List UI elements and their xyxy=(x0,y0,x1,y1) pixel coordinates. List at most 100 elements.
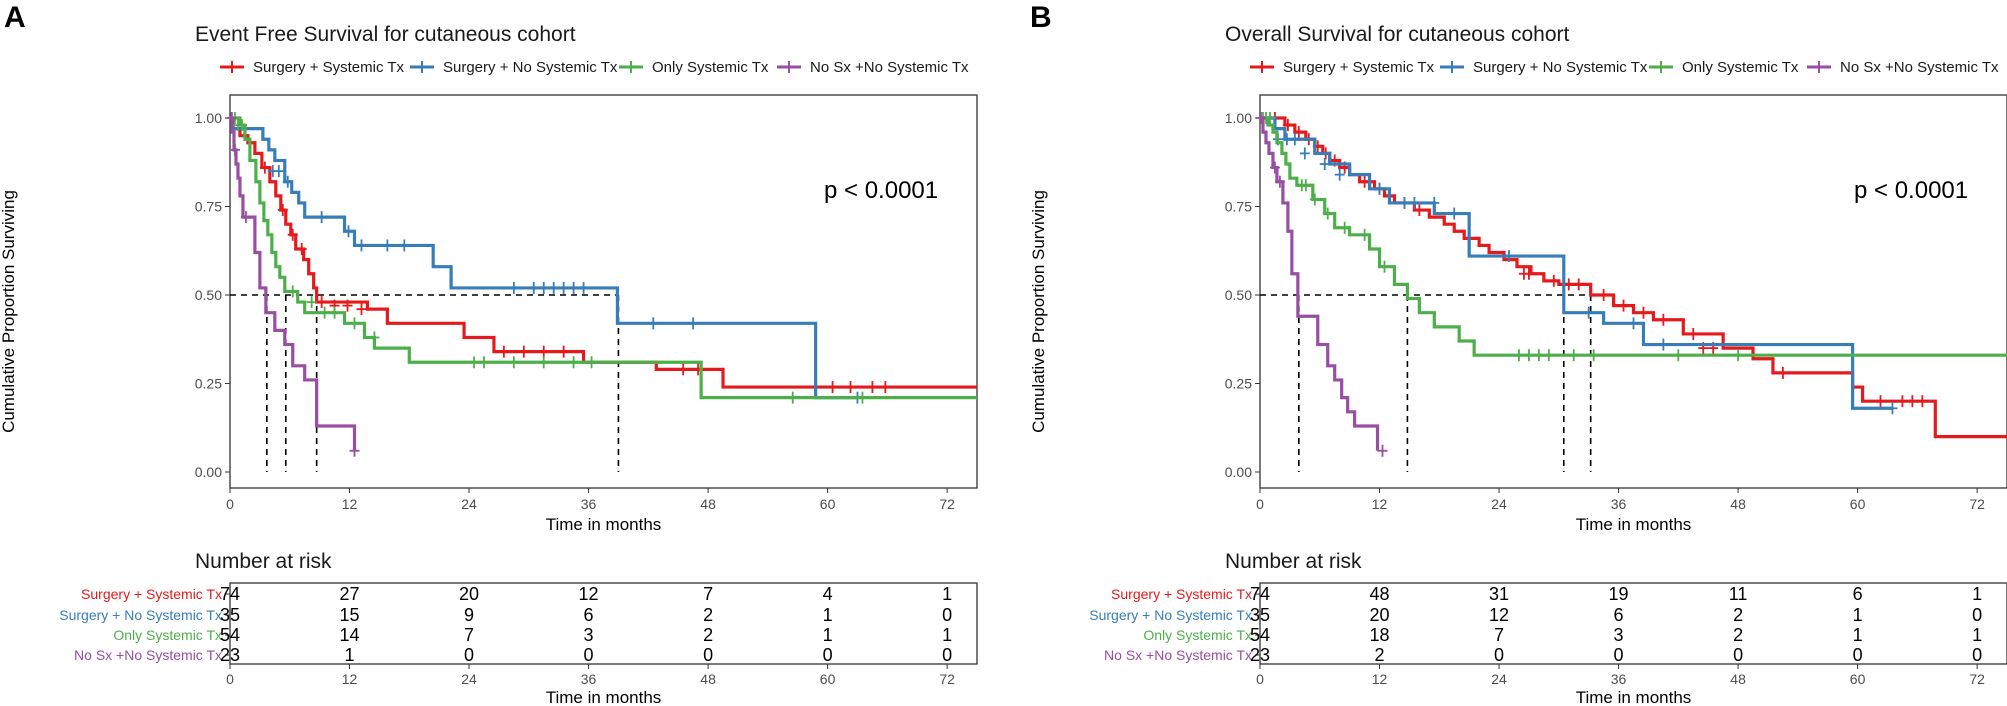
legend-item: Surgery + No Systemic Tx xyxy=(410,59,618,76)
risk-count: 1 xyxy=(1972,584,1982,604)
risk-x-tick-label: 60 xyxy=(820,671,836,687)
x-tick-label: 72 xyxy=(1969,496,1985,512)
risk-count: 2 xyxy=(703,625,713,645)
risk-count: 48 xyxy=(1370,584,1390,604)
risk-count: 0 xyxy=(1853,645,1863,665)
risk-count: 0 xyxy=(584,645,594,665)
y-tick-label: 0.25 xyxy=(1225,376,1252,392)
risk-count: 20 xyxy=(459,584,479,604)
median-lines xyxy=(1260,294,1592,472)
risk-table-title: Number at risk xyxy=(1225,550,1362,573)
x-axis-title: Time in months xyxy=(1576,515,1692,534)
risk-count: 1 xyxy=(1853,625,1863,645)
risk-x-tick-label: 48 xyxy=(700,671,716,687)
risk-count: 7 xyxy=(464,625,474,645)
risk-count: 1 xyxy=(1853,605,1863,625)
risk-x-tick-label: 0 xyxy=(1256,671,1264,687)
legend-label: Only Systemic Tx xyxy=(1682,59,1799,76)
risk-count: 0 xyxy=(942,605,952,625)
risk-row-label: Only Systemic Tx xyxy=(113,627,222,643)
km-series xyxy=(230,116,977,394)
km-curve xyxy=(1260,116,1380,451)
x-tick-label: 12 xyxy=(342,496,358,512)
risk-count: 4 xyxy=(823,584,833,604)
x-tick-label: 60 xyxy=(1850,496,1866,512)
risk-count: 0 xyxy=(703,645,713,665)
y-tick-label: 0.00 xyxy=(1225,464,1252,480)
km-curve xyxy=(230,116,858,400)
legend-label: Surgery + Systemic Tx xyxy=(253,59,405,76)
risk-x-tick-label: 36 xyxy=(1611,671,1627,687)
y-tick-label: 0.25 xyxy=(195,376,222,392)
legend-label: No Sx +No Systemic Tx xyxy=(1840,59,1999,76)
risk-count: 7 xyxy=(703,584,713,604)
plot-area xyxy=(1259,94,2007,489)
panel-letter: A xyxy=(4,1,26,34)
y-tick-label: 1.00 xyxy=(1225,110,1252,126)
risk-count: 2 xyxy=(1733,605,1743,625)
y-tick-label: 0.00 xyxy=(195,464,222,480)
risk-count: 0 xyxy=(1614,645,1624,665)
y-tick-label: 1.00 xyxy=(195,110,222,126)
x-axis-title: Time in months xyxy=(546,515,662,534)
risk-count: 74 xyxy=(220,584,240,604)
km-series xyxy=(230,116,863,404)
x-tick-label: 48 xyxy=(700,496,716,512)
km-curve xyxy=(1260,116,2007,357)
km-series xyxy=(226,112,977,404)
risk-count: 14 xyxy=(340,625,360,645)
risk-x-tick-label: 36 xyxy=(581,671,597,687)
plot-area xyxy=(229,94,978,489)
risk-x-tick-label: 60 xyxy=(1850,671,1866,687)
risk-count: 23 xyxy=(1250,645,1270,665)
risk-row-label: Only Systemic Tx xyxy=(1143,627,1252,643)
risk-count: 0 xyxy=(1733,645,1743,665)
risk-row-label: Surgery + Systemic Tx xyxy=(81,586,222,602)
risk-count: 11 xyxy=(1729,584,1748,604)
risk-table-title: Number at risk xyxy=(195,550,332,573)
panel-letter: B xyxy=(1030,1,1052,34)
risk-count: 2 xyxy=(1733,625,1743,645)
legend-label: Surgery + No Systemic Tx xyxy=(443,59,618,76)
y-axis-title: Cumulative Proportion Surviving xyxy=(1029,190,1048,433)
x-tick-label: 24 xyxy=(1491,496,1507,512)
risk-count: 0 xyxy=(942,645,952,665)
risk-count: 0 xyxy=(464,645,474,665)
risk-x-tick-label: 24 xyxy=(461,671,477,687)
y-axis-title: Cumulative Proportion Surviving xyxy=(0,190,18,433)
legend-item: No Sx +No Systemic Tx xyxy=(1807,59,1999,76)
risk-x-axis-title: Time in months xyxy=(1576,688,1692,706)
x-tick-label: 0 xyxy=(1256,496,1264,512)
risk-count: 35 xyxy=(220,605,240,625)
km-series xyxy=(226,112,360,457)
risk-x-tick-label: 12 xyxy=(1372,671,1388,687)
risk-count: 1 xyxy=(823,625,833,645)
risk-count: 6 xyxy=(584,605,594,625)
risk-table-area xyxy=(1259,582,2007,665)
risk-count: 20 xyxy=(1370,605,1390,625)
risk-count: 2 xyxy=(1375,645,1385,665)
risk-count: 0 xyxy=(1494,645,1504,665)
risk-count: 1 xyxy=(345,645,355,665)
legend-item: Only Systemic Tx xyxy=(1649,59,1799,76)
x-tick-label: 72 xyxy=(939,496,955,512)
risk-count: 12 xyxy=(1489,605,1509,625)
risk-count: 7 xyxy=(1494,625,1504,645)
km-series xyxy=(1260,116,1898,415)
risk-count: 6 xyxy=(1614,605,1624,625)
legend-label: Only Systemic Tx xyxy=(652,59,769,76)
risk-count: 31 xyxy=(1489,584,1509,604)
x-tick-label: 0 xyxy=(226,496,234,512)
chart-title: Event Free Survival for cutaneous cohort xyxy=(195,23,576,46)
risk-row-label: No Sx +No Systemic Tx xyxy=(74,647,222,663)
risk-count: 35 xyxy=(1250,605,1270,625)
risk-x-tick-label: 12 xyxy=(342,671,358,687)
legend-label: Surgery + Systemic Tx xyxy=(1283,59,1435,76)
risk-x-tick-label: 72 xyxy=(1969,671,1985,687)
x-tick-label: 24 xyxy=(461,496,477,512)
risk-row-label: No Sx +No Systemic Tx xyxy=(1104,647,1252,663)
y-tick-label: 0.75 xyxy=(195,199,222,215)
